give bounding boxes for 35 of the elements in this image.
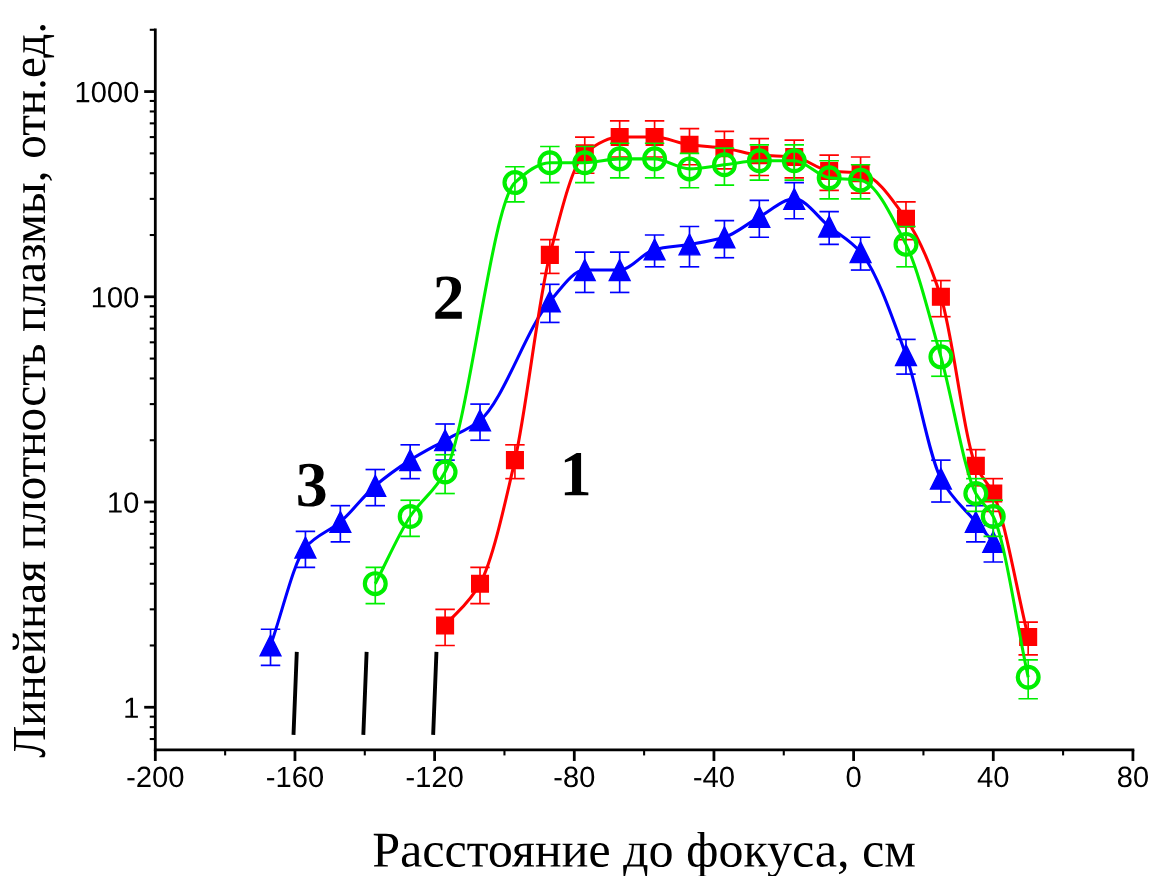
point xyxy=(848,167,874,193)
series-label: 2 xyxy=(435,276,462,319)
point xyxy=(711,152,737,178)
point xyxy=(1015,664,1041,690)
y-axis-title: Линейная плотность плазмы, отн.ед. xyxy=(12,25,55,758)
point xyxy=(980,504,1006,530)
point xyxy=(642,146,668,172)
point xyxy=(362,571,388,597)
point xyxy=(677,156,703,182)
y-tick-label: 10 xyxy=(109,492,139,513)
point xyxy=(502,170,528,196)
x-tick-label: -40 xyxy=(694,766,734,788)
point xyxy=(963,481,989,507)
series-label: 3 xyxy=(298,463,326,507)
y-tick-label: 1000 xyxy=(76,81,139,103)
x-tick-label: -120 xyxy=(406,766,463,788)
point xyxy=(397,504,423,530)
point xyxy=(432,459,458,485)
x-tick-label: -80 xyxy=(554,766,595,788)
point xyxy=(781,148,807,174)
point xyxy=(607,146,633,172)
series-label: 1 xyxy=(564,453,589,496)
point xyxy=(537,150,563,176)
x-tick-label: 0 xyxy=(846,766,861,788)
point xyxy=(893,231,919,257)
x-tick-label: -200 xyxy=(127,766,184,788)
point xyxy=(746,148,772,174)
x-tick-label: 40 xyxy=(977,766,1009,788)
y-tick-label: 1 xyxy=(125,697,138,718)
x-tick-label: 80 xyxy=(1117,766,1148,788)
point xyxy=(572,150,598,176)
point xyxy=(816,165,842,191)
point xyxy=(928,344,954,370)
y-tick-label: 100 xyxy=(92,286,139,308)
x-tick-label: -160 xyxy=(267,766,324,788)
